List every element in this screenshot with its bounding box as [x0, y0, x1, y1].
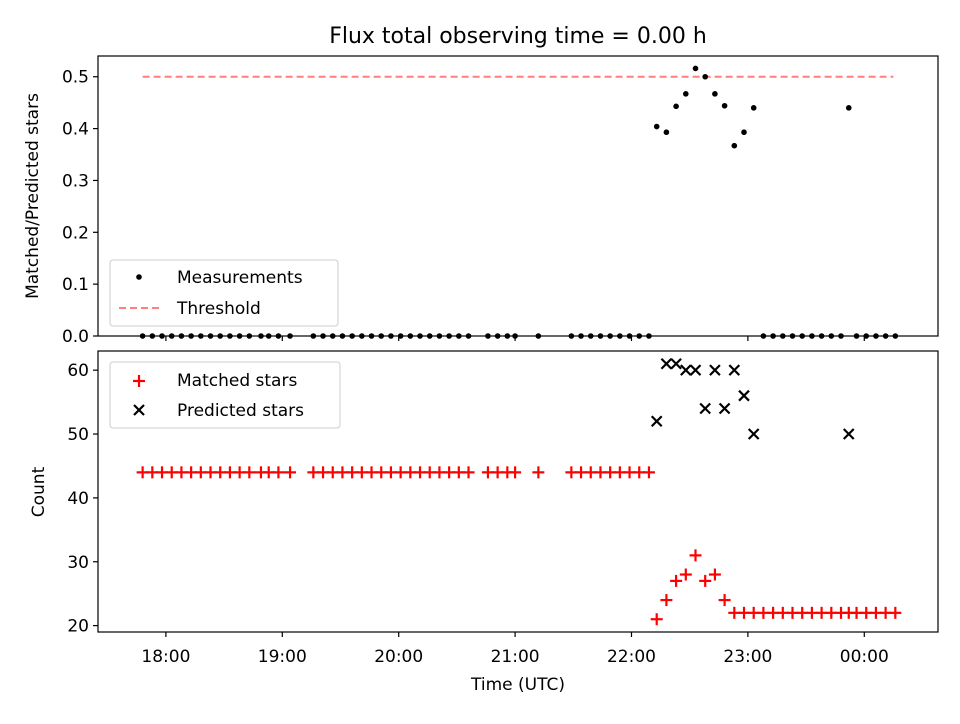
x-tick-label-2: 20:00: [374, 647, 423, 667]
matched-star-point-52: [699, 574, 712, 587]
top-panel: 0.0 0.1 0.2 0.3 0.4 0.5 Matched/Predicted sta…: [23, 55, 939, 347]
bottom-panel: 20 30 40 50 60 18:00 19:00 20:00 21:00 22:00 23:0…: [29, 350, 939, 695]
legend-threshold-label: Threshold: [176, 299, 261, 319]
measurement-point-49: [673, 103, 679, 110]
measurement-point-55: [731, 142, 738, 149]
top-y-tick-label-2: 0.2: [62, 223, 89, 243]
predicted-star-point-9: [738, 389, 750, 402]
measurement-point-57: [750, 105, 757, 111]
measurement-point-52: [702, 73, 709, 80]
predicted-star-point-0: [650, 415, 663, 428]
bottom-plot-frame: [97, 350, 939, 633]
measurement-point-56: [741, 129, 747, 136]
bottom-legend: Matched stars Predicted stars: [109, 361, 341, 429]
legend-measurements-marker: [136, 274, 142, 280]
bottom-y-tick-label-2: 40: [67, 489, 89, 509]
measurement-point-50: [683, 91, 689, 97]
legend-predicted-marker: [133, 404, 145, 416]
bottom-legend-box: [109, 361, 341, 429]
legend-matched-marker: [133, 375, 145, 387]
matched-star-point-51: [689, 549, 702, 562]
matched-star-point-48: [660, 594, 673, 607]
predicted-star-point-2: [670, 357, 682, 370]
top-legend-box: [109, 259, 339, 327]
x-tick-label-5: 23:00: [723, 647, 772, 667]
bottom-marks: [136, 357, 902, 626]
x-tick-label-4: 22:00: [607, 647, 656, 667]
matched-star-point-32: [462, 466, 475, 479]
legend-predicted-label: Predicted stars: [177, 401, 304, 421]
bottom-y-tick-label-4: 60: [67, 361, 89, 381]
predicted-star-point-3: [680, 364, 692, 376]
top-legend: Measurements Threshold: [109, 259, 339, 327]
matched-star-point-54: [718, 594, 731, 607]
bottom-y-axis-label: Count: [29, 466, 49, 517]
top-y-axis-label: Matched/Predicted stars: [23, 93, 43, 299]
predicted-star-point-8: [728, 364, 741, 376]
x-tick-label-3: 21:00: [491, 647, 540, 667]
predicted-star-point-10: [747, 428, 760, 440]
measurement-point-48: [663, 129, 670, 136]
bottom-y-axis: 20 30 40 50 60: [67, 361, 98, 637]
top-y-tick-label-1: 0.1: [62, 275, 89, 295]
top-plot-frame: [97, 55, 939, 337]
matched-star-point-46: [642, 466, 655, 479]
top-y-axis: 0.0 0.1 0.2 0.3 0.4 0.5: [62, 68, 98, 347]
predicted-star-point-4: [689, 364, 702, 376]
matched-star-point-49: [670, 574, 683, 587]
predicted-star-point-1: [660, 357, 673, 370]
measurement-point-67: [845, 105, 852, 111]
measurement-point-54: [721, 102, 728, 109]
x-axis-label: Time (UTC): [470, 675, 565, 695]
legend-measurements-label: Measurements: [177, 268, 303, 288]
matched-star-point-36: [509, 466, 522, 479]
matched-star-point-53: [708, 568, 721, 581]
measurement-point-53: [712, 91, 718, 97]
bottom-x-axis: 18:00 19:00 20:00 21:00 22:00 23:00 00:00: [141, 632, 889, 667]
matched-star-point-50: [679, 568, 692, 581]
legend-matched-label: Matched stars: [177, 371, 297, 391]
matched-star-point-72: [889, 606, 902, 619]
top-y-tick-label-5: 0.5: [62, 68, 89, 88]
bottom-y-tick-label-1: 30: [67, 553, 89, 573]
top-y-tick-label-3: 0.3: [62, 171, 89, 191]
matched-star-point-37: [532, 466, 545, 479]
x-tick-label-6: 00:00: [840, 647, 889, 667]
x-tick-label-1: 19:00: [258, 647, 307, 667]
measurement-point-47: [653, 123, 660, 130]
bottom-y-tick-label-3: 50: [67, 425, 89, 445]
predicted-star-point-7: [718, 402, 731, 415]
top-x-ticks: [165, 336, 865, 341]
matched-star-point-11: [243, 466, 256, 479]
chart-title: Flux total observing time = 0.00 h: [329, 24, 707, 49]
matched-star-point-47: [650, 613, 663, 626]
x-tick-label-0: 18:00: [141, 647, 190, 667]
measurement-point-51: [692, 65, 699, 72]
bottom-y-tick-label-0: 20: [67, 617, 89, 637]
predicted-star-point-5: [699, 402, 711, 415]
top-y-tick-label-0: 0.0: [62, 327, 89, 347]
predicted-star-point-11: [842, 428, 855, 440]
predicted-star-point-6: [709, 364, 721, 376]
matched-star-point-14: [272, 466, 285, 479]
matched-star-point-15: [284, 466, 297, 479]
top-y-tick-label-4: 0.4: [62, 120, 89, 140]
